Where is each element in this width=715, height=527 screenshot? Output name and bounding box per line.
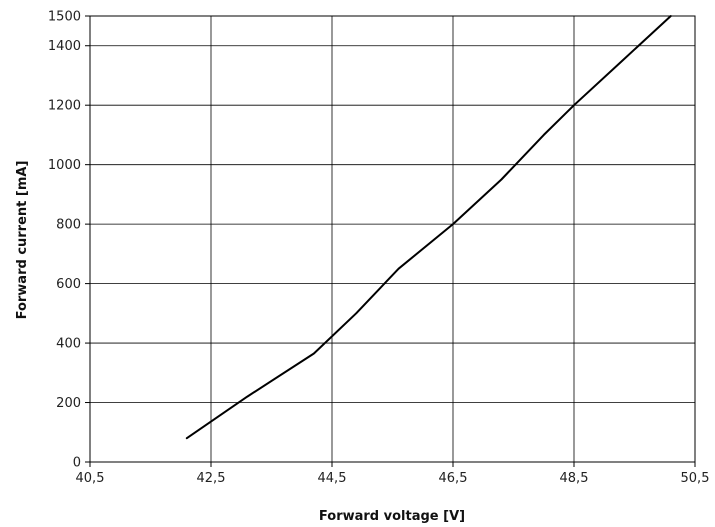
grid xyxy=(89,15,696,463)
x-tick-label: 48,5 xyxy=(560,471,589,486)
y-tick-label: 600 xyxy=(56,277,81,292)
y-tick-label: 1400 xyxy=(48,39,81,54)
series-layer xyxy=(185,15,672,440)
x-tick-label: 44,5 xyxy=(318,471,347,486)
y-tick-label: 0 xyxy=(73,456,81,471)
x-tick-label: 46,5 xyxy=(439,471,468,486)
y-tick-label: 1200 xyxy=(48,99,81,114)
x-tick-label: 42,5 xyxy=(197,471,226,486)
y-tick-label: 400 xyxy=(56,337,81,352)
y-tick-label: 1000 xyxy=(48,158,81,173)
x-axis-title: Forward voltage [V] xyxy=(319,509,465,524)
plot-frame xyxy=(89,15,696,463)
y-tick-label: 1500 xyxy=(48,10,81,25)
x-tick-label: 40,5 xyxy=(76,471,105,486)
y-axis-title: Forward current [mA] xyxy=(15,161,30,320)
tick-labels: 40,5 42,5 44,5 46,5 48,5 50,5 0 200 400 600 800 100… xyxy=(48,10,710,487)
axes xyxy=(85,15,696,467)
x-tick-label: 50,5 xyxy=(681,471,710,486)
y-tick-label: 200 xyxy=(56,396,81,411)
series-line-0 xyxy=(185,15,672,440)
y-tick-label: 800 xyxy=(56,218,81,233)
